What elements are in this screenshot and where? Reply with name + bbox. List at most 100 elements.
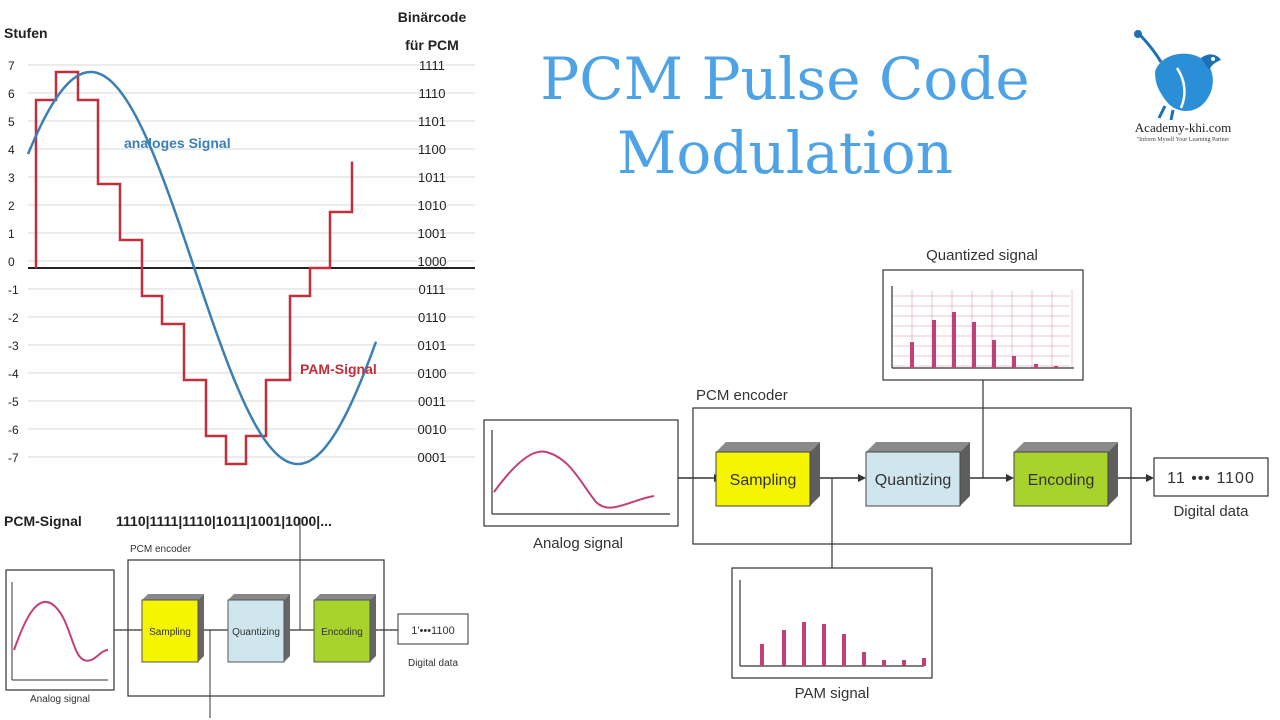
binary-code: 1001 (418, 226, 447, 241)
pam-signal-label: PAM-Signal (300, 361, 377, 377)
pam-bars (760, 622, 926, 666)
quantized-bars (910, 312, 1058, 368)
title-line-2: Modulation (616, 119, 954, 187)
quantized-signal-label: Quantized signal (926, 247, 1038, 264)
small-encoder-frame (127, 559, 385, 697)
level-label: 1 (8, 227, 15, 241)
small-digital-value: 1'•••1100 (411, 625, 454, 637)
pam-bar (842, 634, 846, 666)
level-label: 7 (8, 59, 15, 73)
logo-name: Academy-khi.com (1134, 120, 1232, 135)
binary-code: 0100 (418, 366, 447, 381)
digital-data-label: Digital data (1173, 503, 1249, 520)
digital-data-value: 11 ••• 1100 (1167, 470, 1255, 487)
pcm-signal-label: PCM-Signal (4, 513, 82, 529)
quantized-bar (952, 312, 956, 368)
encoder-frame (692, 407, 1132, 545)
quantization-chart: Stufen Binärcode für PCM 7 6 5 4 3 2 1 0 -1 -2 -3 -… (4, 9, 475, 466)
quantized-bar (1012, 356, 1016, 368)
level-label: -4 (8, 367, 19, 381)
binary-code: 1100 (418, 142, 446, 157)
title-line-1: PCM Pulse Code (540, 45, 1030, 113)
small-digital-label: Digital data (408, 658, 458, 669)
quantized-signal-box (882, 269, 1084, 381)
pam-signal-curve (34, 70, 354, 466)
pam-signal-box (731, 567, 933, 679)
binary-code: 0010 (418, 422, 447, 437)
pcm-code-sequence: 1110|1111|1110|1011|1001|1000|... (116, 513, 332, 529)
pam-bar (822, 624, 826, 666)
binary-code: 1110 (419, 86, 446, 101)
small-sampling-block: Sampling (141, 594, 204, 663)
level-label: 3 (8, 171, 15, 185)
level-label: 2 (8, 199, 15, 213)
code-header-line-2: für PCM (405, 37, 459, 53)
level-label: 5 (8, 115, 15, 129)
quantized-bar (910, 342, 914, 368)
level-label: -3 (8, 339, 19, 353)
encoding-label: Encoding (1028, 472, 1095, 489)
analog-signal-label: analoges Signal (124, 135, 231, 151)
small-sampling-label: Sampling (149, 627, 191, 638)
analog-signal-curve (493, 450, 655, 509)
pam-bar (902, 660, 906, 666)
binary-code: 0001 (418, 450, 447, 465)
grid-lines (28, 64, 475, 458)
pam-signal-label: PAM signal (795, 685, 870, 702)
pam-bar (882, 660, 886, 666)
level-label: -5 (8, 395, 19, 409)
small-pcm-diagram: PCM-Signal 1110|1111|1110|1011|1001|1000… (4, 513, 469, 718)
quantized-grid (892, 290, 1073, 368)
level-label: 4 (8, 143, 15, 157)
level-label: -2 (8, 311, 19, 325)
code-header-line-1: Binärcode (398, 9, 467, 25)
quantized-bar (932, 320, 936, 368)
pam-bar (760, 644, 764, 666)
binary-code: 0011 (418, 394, 446, 409)
level-label: -6 (8, 423, 19, 437)
binary-code: 1111 (419, 58, 445, 73)
binary-code: 1011 (418, 170, 446, 185)
pcm-encoder-diagram: Quantized signal PCM encoder Analog sign… (483, 247, 1269, 702)
level-label: 6 (8, 87, 15, 101)
analog-signal-curve (26, 70, 378, 466)
bird-logo-icon (1134, 30, 1221, 120)
quantizing-label: Quantizing (875, 472, 952, 489)
level-label: -7 (8, 451, 19, 465)
binary-code: 0110 (418, 310, 446, 325)
binary-code: 0111 (419, 282, 446, 297)
small-digital-box (397, 613, 469, 645)
binary-code: 0101 (418, 338, 447, 353)
quantized-bar (1054, 366, 1058, 368)
pam-bar (802, 622, 806, 666)
analog-signal-box (483, 419, 679, 527)
level-label: 0 (8, 255, 15, 269)
digital-data-box (1153, 457, 1269, 497)
binary-code: 1010 (418, 198, 447, 213)
binary-code: 1000 (418, 254, 447, 269)
binary-code: 1101 (418, 114, 446, 129)
stufen-label: Stufen (4, 25, 48, 41)
page-title: PCM Pulse Code Modulation (490, 42, 1080, 190)
pam-bar (782, 630, 786, 666)
quantized-bar (992, 340, 996, 368)
encoder-label: PCM encoder (696, 387, 788, 404)
analog-signal-label: Analog signal (533, 535, 623, 552)
quantized-bar (1034, 364, 1038, 368)
small-encoder-label: PCM encoder (130, 544, 192, 555)
small-encoding-label: Encoding (321, 627, 363, 638)
level-label: -1 (8, 283, 19, 297)
small-quantizing-block: Quantizing (227, 594, 290, 663)
pam-bar (862, 652, 866, 666)
sampling-block: Sampling (715, 442, 820, 507)
quantizing-block: Quantizing (865, 442, 970, 507)
logo-tagline: "Inform Myself Your Learning Partner (1136, 137, 1230, 143)
pam-bar (922, 658, 926, 666)
sampling-label: Sampling (730, 472, 797, 489)
small-analog-label: Analog signal (30, 694, 90, 705)
quantized-bar (972, 322, 976, 368)
small-encoding-block: Encoding (313, 594, 376, 663)
code-labels: 1111 1110 1101 1100 1011 1010 1001 1000 0111 0110… (418, 58, 447, 465)
level-labels: 7 6 5 4 3 2 1 0 -1 -2 -3 -4 -5 -6 -7 (8, 59, 19, 465)
small-analog-curve (13, 601, 109, 662)
